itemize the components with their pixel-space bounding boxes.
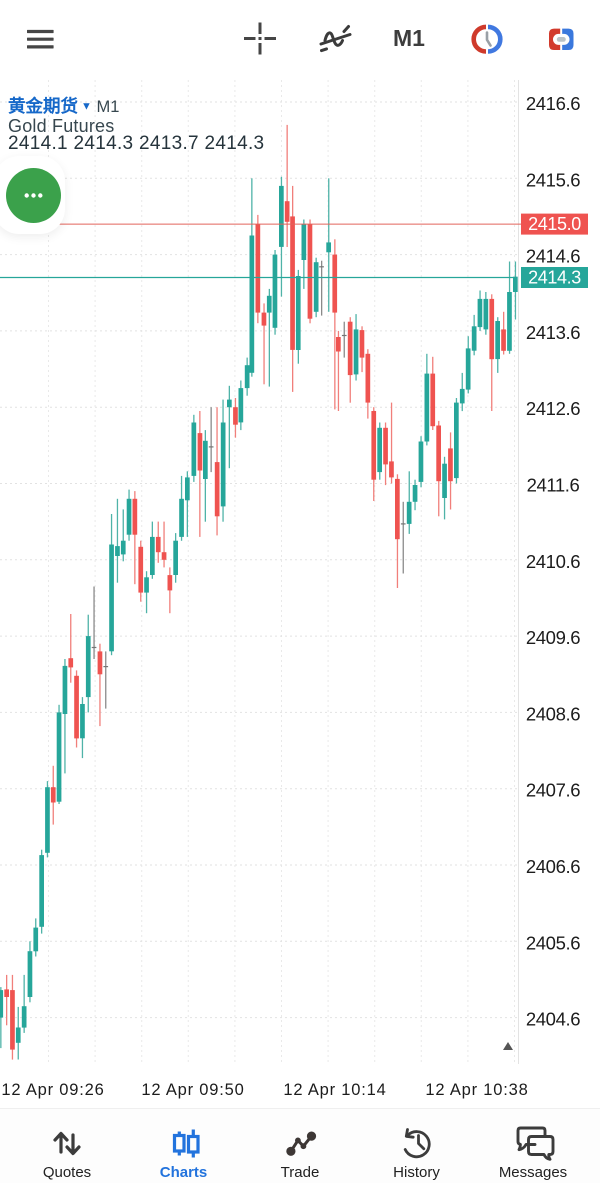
svg-text:M1: M1	[393, 25, 425, 51]
svg-text:2414.6: 2414.6	[526, 246, 580, 267]
svg-text:2416.6: 2416.6	[526, 93, 580, 114]
svg-text:12 Apr 10:14: 12 Apr 10:14	[283, 1081, 386, 1099]
svg-text:2411.6: 2411.6	[527, 475, 580, 496]
svg-text:2410.6: 2410.6	[526, 551, 580, 572]
svg-text:2405.6: 2405.6	[526, 932, 580, 953]
svg-text:12 Apr 09:26: 12 Apr 09:26	[1, 1081, 104, 1099]
svg-text:2409.6: 2409.6	[526, 627, 580, 648]
svg-text:12 Apr 10:38: 12 Apr 10:38	[425, 1081, 528, 1099]
svg-text:2404.6: 2404.6	[526, 1009, 580, 1030]
svg-text:2408.6: 2408.6	[526, 703, 580, 724]
svg-text:2406.6: 2406.6	[526, 856, 580, 877]
svg-text:2407.6: 2407.6	[526, 780, 580, 801]
svg-text:2415.6: 2415.6	[526, 169, 580, 190]
svg-text:2413.6: 2413.6	[526, 322, 580, 343]
svg-text:2412.6: 2412.6	[526, 398, 580, 419]
svg-text:2415.0: 2415.0	[528, 214, 581, 234]
svg-text:12 Apr 09:50: 12 Apr 09:50	[141, 1081, 244, 1099]
svg-text:2414.3: 2414.3	[528, 268, 581, 288]
